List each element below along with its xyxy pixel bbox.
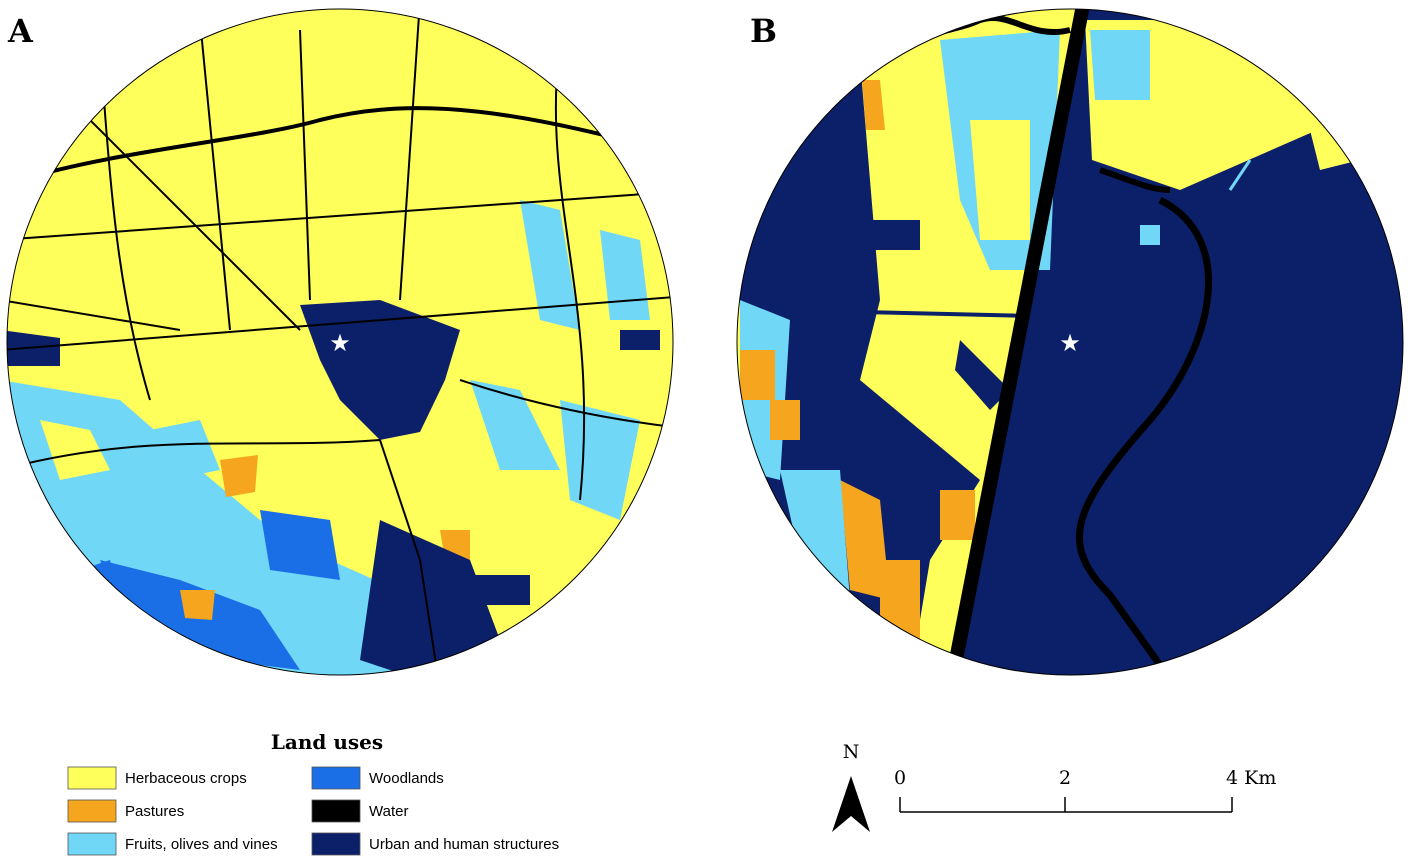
legend-swatch [68, 833, 116, 855]
land-use-patch [740, 350, 775, 400]
map-figure: A B [0, 0, 1410, 857]
legend-swatch [312, 767, 360, 789]
map-a: ★ [0, 0, 700, 690]
scale-label: 2 [1059, 767, 1071, 789]
land-use-patch [780, 470, 850, 600]
legend-label: Woodlands [369, 770, 444, 787]
legend-swatch [312, 800, 360, 822]
north-label: N [843, 741, 860, 763]
land-use-patch [470, 575, 530, 605]
land-use-patch [770, 400, 800, 440]
legend-label: Urban and human structures [369, 836, 559, 853]
scale-label: 4 Km [1226, 767, 1276, 789]
legend-label: Water [369, 803, 408, 820]
land-use-patch [180, 590, 215, 620]
legend-title: Land uses [271, 730, 383, 754]
legend-label: Pastures [125, 803, 184, 820]
panel-label: A [7, 12, 34, 50]
panel-label: B [750, 12, 777, 50]
legend-swatch [68, 800, 116, 822]
land-use-patch [870, 220, 920, 250]
land-use-patch [940, 490, 975, 540]
star-marker: ★ [329, 331, 351, 357]
land-use-patch [1140, 225, 1160, 245]
land-use-patch [620, 330, 660, 350]
land-use-patch [260, 510, 340, 580]
scale-label: 0 [894, 767, 906, 789]
map-b: ★ [737, 0, 1410, 700]
land-use-patch [1090, 30, 1150, 100]
legend: Herbaceous crops Pastures Fruits, olives a… [68, 767, 559, 855]
north-arrow [832, 776, 870, 832]
scale-bar [900, 797, 1232, 812]
legend-swatch [312, 833, 360, 855]
star-marker: ★ [1059, 331, 1081, 357]
land-use-patch [970, 120, 1030, 240]
land-use-patch [220, 455, 258, 497]
legend-swatch [68, 767, 116, 789]
legend-label: Herbaceous crops [125, 770, 247, 787]
legend-label: Fruits, olives and vines [125, 836, 278, 853]
land-use-patch [50, 560, 120, 610]
